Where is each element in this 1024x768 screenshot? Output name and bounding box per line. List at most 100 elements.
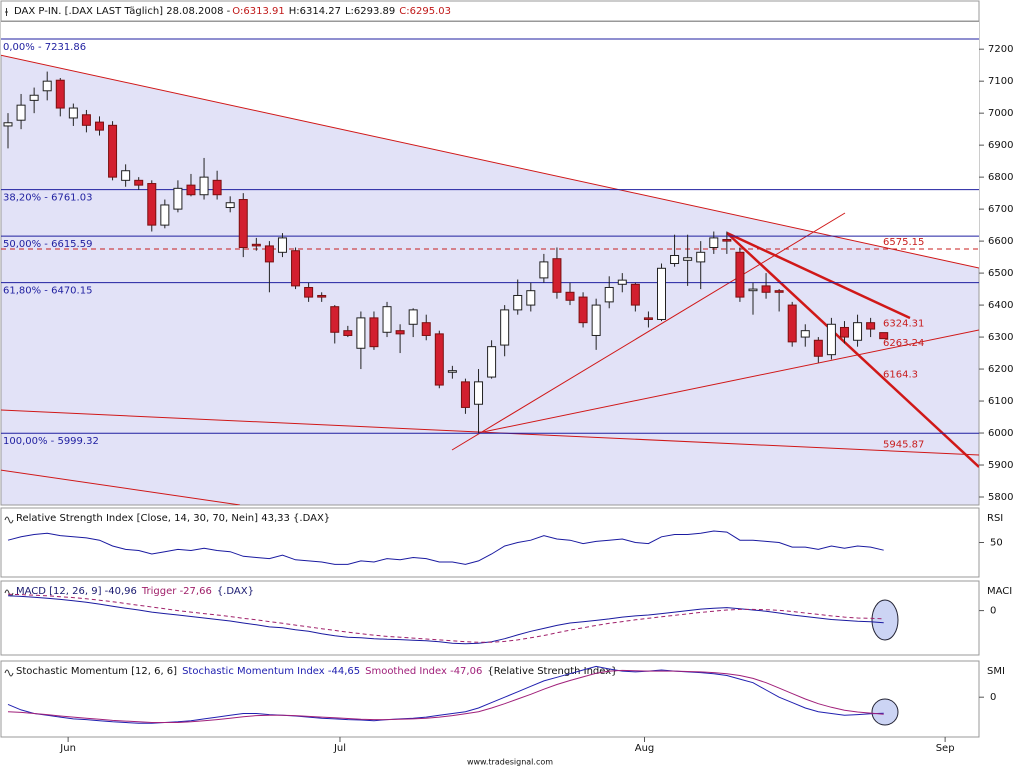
candle-body <box>591 304 601 336</box>
candle-body <box>330 306 340 333</box>
candle-body <box>94 121 104 131</box>
y-tick-label: 7100 <box>988 76 1013 87</box>
candle-body <box>853 322 863 341</box>
candle-body <box>800 330 810 338</box>
candle-body <box>3 122 13 127</box>
series-group <box>7 593 884 645</box>
y-tick-label: 6300 <box>988 332 1013 343</box>
indicator-line <box>7 665 884 724</box>
axis-label: RSI <box>987 513 1003 524</box>
candle-body <box>670 255 680 264</box>
trend-lines <box>1 54 979 505</box>
y-tick-label: 6200 <box>988 364 1013 375</box>
candle-body <box>813 339 823 357</box>
rsi-panel <box>0 507 980 578</box>
indicator-line <box>7 669 884 723</box>
candle-body <box>474 381 484 405</box>
y-tick-label: 7200 <box>988 44 1013 55</box>
x-tick-label: Sep <box>936 743 955 754</box>
candle-body <box>186 184 196 196</box>
indicator-line <box>7 530 884 565</box>
candle-body <box>108 124 118 178</box>
candle-body <box>578 296 588 324</box>
candle-body <box>643 317 653 320</box>
candle-body <box>81 114 91 126</box>
trend-line <box>1 469 241 505</box>
level-label: 6575.15 <box>883 237 924 248</box>
trend-line <box>726 231 911 320</box>
y-tick-label: 5800 <box>988 492 1013 503</box>
candle-body <box>277 237 287 253</box>
candle-body <box>774 290 784 293</box>
candle-body <box>526 290 536 306</box>
y-tick-label: 6800 <box>988 172 1013 183</box>
candle-body <box>604 286 614 303</box>
fib-label: 100,00% - 5999.32 <box>3 436 99 447</box>
legend-entry: MACD [12, 26, 9] -40,96 <box>16 586 137 597</box>
axis-label: SMI <box>987 666 1005 677</box>
legend-entry: {.DAX} <box>217 586 254 597</box>
candle-body <box>408 309 418 325</box>
icon <box>5 8 8 16</box>
y-tick-label: 0 <box>990 606 996 617</box>
y-tick-label: 6100 <box>988 396 1013 407</box>
y-tick-label: 6500 <box>988 268 1013 279</box>
trend-line <box>726 232 979 468</box>
candle-body <box>173 187 183 210</box>
candle-body <box>696 251 706 263</box>
footer: www.tradesignal.com <box>467 758 553 767</box>
y-tick-label: 6400 <box>988 300 1013 311</box>
series-group <box>7 665 884 724</box>
candle-body <box>42 80 52 92</box>
candle-body <box>291 250 301 287</box>
candle-body <box>487 346 497 378</box>
candle-body <box>238 199 248 249</box>
candle-body <box>16 104 26 121</box>
candle-body <box>304 286 314 298</box>
fib-label: 61,80% - 6470.15 <box>3 286 92 297</box>
candle-body <box>447 370 457 373</box>
candle-body <box>513 294 523 311</box>
annotation: 6164.3 <box>883 369 918 380</box>
candle-body <box>552 258 562 293</box>
candle-body <box>199 176 209 196</box>
candle-body <box>866 322 876 330</box>
x-tick-label: Jul <box>333 743 346 754</box>
trend-line <box>477 329 979 434</box>
candle-body <box>539 261 549 279</box>
candle-body <box>630 283 640 306</box>
legend-entry: Trigger -27,66 <box>141 586 212 597</box>
y-tick-label: 0 <box>990 692 996 703</box>
icon <box>4 516 14 524</box>
ohlc-label: O:6313.91 <box>232 6 284 17</box>
icon <box>4 669 14 677</box>
y-tick-label: 5900 <box>988 460 1013 471</box>
candle-body <box>369 317 379 348</box>
smi-panel <box>0 660 980 738</box>
candle-body <box>761 285 771 293</box>
y-tick-label: 7000 <box>988 108 1013 119</box>
annotation: 6324.31 <box>883 318 924 329</box>
x-tick-label: Jun <box>59 743 76 754</box>
candle-body <box>421 322 431 336</box>
legend-entry: Smoothed Index -47,06 <box>365 666 482 677</box>
trend-line <box>451 212 846 451</box>
highlight <box>871 698 899 726</box>
candle-body <box>826 323 836 356</box>
candle-body <box>251 243 261 247</box>
trend-line <box>1 54 979 269</box>
candle-body <box>212 179 222 196</box>
chart-title: DAX P-IN. [.DAX LAST Täglich] 28.08.2008… <box>14 6 231 17</box>
candle-body <box>317 294 327 298</box>
candle-body <box>722 239 732 242</box>
legend-entry: Relative Strength Index [Close, 14, 30, … <box>16 513 330 524</box>
candle-body <box>787 304 797 343</box>
ohlc-label: H:6314.27 <box>289 6 341 17</box>
annotation: 5945.87 <box>883 439 924 450</box>
candle-body <box>343 330 353 336</box>
candle-body <box>395 330 405 335</box>
header-panel <box>0 0 980 22</box>
panel-region <box>1 22 979 268</box>
candle-body <box>748 288 758 292</box>
